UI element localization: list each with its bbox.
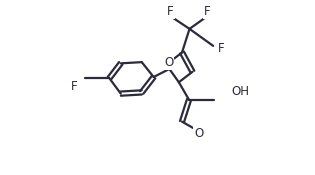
Text: F: F [218, 43, 225, 55]
Text: O: O [194, 127, 203, 140]
Text: O: O [164, 57, 174, 69]
Text: OH: OH [232, 85, 250, 98]
Text: F: F [71, 80, 77, 93]
Text: F: F [204, 5, 211, 18]
Text: F: F [167, 5, 174, 18]
